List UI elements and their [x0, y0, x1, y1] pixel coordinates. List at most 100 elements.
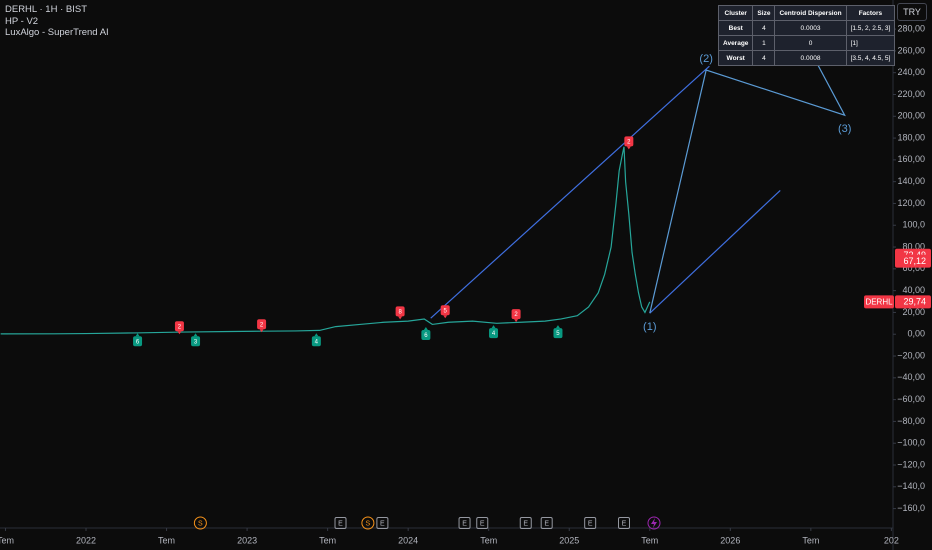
- symbol-tag-label: DERHL: [865, 297, 893, 306]
- signal-label: 6: [424, 333, 428, 339]
- event-icon[interactable]: [647, 516, 661, 530]
- table-row: Best 4 0.0003 [1.5, 2, 2.5, 3]: [717, 20, 896, 36]
- cluster-table: Cluster Size Centroid Dispersion Factors Bes…: [717, 5, 896, 66]
- indicator-name[interactable]: HP - V2: [5, 15, 39, 27]
- event-marker: [458, 517, 471, 529]
- event-marker: [376, 517, 389, 529]
- y-tick-label: 60,00: [902, 263, 925, 273]
- y-tick-label: 240,00: [897, 67, 925, 77]
- table-row: Worst 4 0.0008 [3.5, 4, 4.5, 5]: [717, 50, 896, 66]
- y-tick-label: −100,0: [897, 438, 925, 448]
- table-cell: Centroid Dispersion: [774, 5, 847, 21]
- trend-line: [649, 189, 781, 314]
- event-label: E: [380, 520, 385, 527]
- y-tick-label: −60,00: [897, 394, 925, 404]
- table-cell: 0.0003: [774, 20, 847, 36]
- event-label: E: [622, 520, 627, 527]
- y-tick-label: −120,0: [897, 459, 925, 469]
- signal-pointer: [514, 319, 519, 323]
- table-cell: Size: [752, 5, 776, 21]
- x-tick-label: Tem: [319, 535, 336, 545]
- y-tick-label: 280,00: [897, 23, 925, 33]
- event-circle: [647, 516, 661, 530]
- signal-label: 2: [260, 322, 264, 328]
- x-tick-label: Tem: [802, 535, 819, 545]
- event-label: S: [198, 520, 203, 527]
- signal-badge: [421, 329, 431, 340]
- x-tick-label: Tem: [480, 535, 497, 545]
- event-marker: [519, 517, 532, 529]
- y-tick-label: −20,00: [897, 350, 925, 360]
- x-tick-label: Tem: [0, 535, 14, 545]
- signal-pointer: [443, 315, 448, 319]
- trend-line: [430, 65, 710, 319]
- signal-pointer: [314, 333, 319, 337]
- y-tick-label: −40,00: [897, 372, 925, 382]
- y-tick-label: 160,00: [897, 154, 925, 164]
- x-tick-label: Tem: [641, 535, 658, 545]
- event-label: S: [366, 520, 371, 527]
- signal-pointer: [555, 325, 560, 329]
- y-tick-label: 0,00: [907, 329, 925, 339]
- signal-pointer: [491, 325, 496, 329]
- signal-badge: [174, 321, 184, 332]
- y-tick-label: 100,0: [902, 220, 925, 230]
- y-tick-label: 200,00: [897, 111, 925, 121]
- y-tick-label: 20,00: [902, 307, 925, 317]
- signal-label: 5: [556, 331, 560, 337]
- signal-label: 4: [315, 339, 319, 345]
- header: DERHL · 1H · BIST HP - V2 LuxAlgo - Supe…: [5, 4, 109, 39]
- event-marker: [618, 517, 631, 529]
- signal-badge: [191, 336, 201, 347]
- price-tag: [895, 254, 931, 268]
- signal-label: 3: [194, 339, 198, 345]
- event-marker: [193, 516, 207, 530]
- indicator-name[interactable]: LuxAlgo - SuperTrend AI: [5, 27, 109, 38]
- signal-pointer: [398, 316, 403, 320]
- price-tag-label: 29,74: [903, 297, 926, 307]
- signal-pointer: [259, 329, 264, 333]
- signal-badge: [311, 336, 321, 347]
- x-tick-label: 2024: [398, 535, 418, 545]
- signal-badge: [553, 328, 563, 339]
- table-cell: Cluster: [717, 5, 754, 21]
- y-tick-label: −160,0: [897, 503, 925, 513]
- signal-badge: [624, 136, 634, 147]
- signal-badge: [511, 309, 521, 320]
- signal-label: 6: [136, 339, 140, 345]
- y-tick-label: 120,00: [897, 198, 925, 208]
- y-tick-label: 140,00: [897, 176, 925, 186]
- table-cell: [1]: [845, 35, 896, 51]
- table-cell: 0.0008: [774, 50, 847, 66]
- event-marker: [584, 517, 597, 529]
- price-tag-label: 67,12: [903, 256, 926, 266]
- x-tick-label: 202: [884, 535, 899, 545]
- event-marker: [361, 516, 375, 530]
- signal-pointer: [193, 333, 198, 337]
- signal-label: 5: [444, 308, 448, 314]
- signal-badge: [133, 336, 143, 347]
- y-tick-label: 220,00: [897, 89, 925, 99]
- y-tick-label: 260,00: [897, 45, 925, 55]
- symbol-tag: [864, 295, 894, 309]
- event-marker: [540, 517, 553, 529]
- signal-pointer: [423, 326, 428, 330]
- signal-label: 2: [514, 312, 518, 318]
- signal-badge: [257, 319, 267, 330]
- signal-badge: [489, 328, 499, 339]
- signal-badge: [440, 305, 450, 316]
- symbol-title[interactable]: DERHL · 1H · BIST: [5, 4, 87, 15]
- x-tick-label: Tem: [158, 535, 175, 545]
- event-label: E: [544, 520, 549, 527]
- table-cell: Best: [717, 20, 754, 36]
- table-cell: 4: [752, 50, 776, 66]
- currency-button[interactable]: TRY: [897, 3, 927, 21]
- event-marker: [334, 517, 347, 529]
- signal-pointer: [135, 333, 140, 337]
- table-cell: [3.5, 4, 4.5, 5]: [845, 50, 896, 66]
- event-label: E: [523, 520, 528, 527]
- signal-label: 8: [398, 309, 402, 315]
